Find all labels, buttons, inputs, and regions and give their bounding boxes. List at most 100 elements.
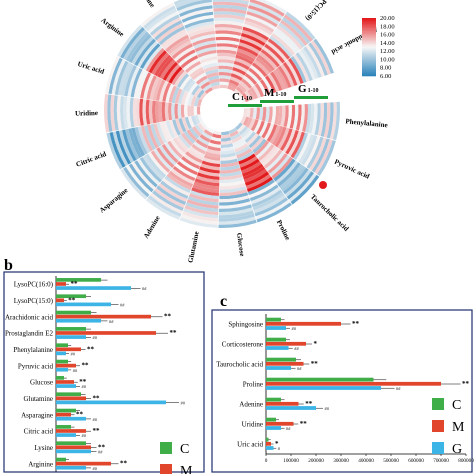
heatmap-cell: [159, 121, 170, 143]
heatmap-cell: [310, 40, 331, 75]
heatmap-cell: [147, 195, 182, 217]
colorbar-step: [362, 20, 376, 23]
bar-c: [266, 317, 281, 322]
heatmap-cell: [183, 153, 202, 167]
heatmap-cell: [182, 57, 200, 71]
heatmap-cell: [249, 184, 279, 202]
heatmap-cell: [198, 169, 220, 177]
bar-c: [266, 397, 281, 402]
heatmap-cell: [220, 158, 238, 165]
heatmap-cell: [198, 78, 209, 88]
heatmap-cell: [181, 117, 190, 131]
category-label: Sphingosine: [228, 321, 263, 329]
heatmap-cell: [158, 25, 185, 46]
heatmap-cell: [213, 14, 246, 21]
significance-marker: ##: [286, 426, 291, 431]
heatmap-cell: [167, 37, 191, 55]
bar-m: [56, 396, 86, 401]
heatmap-cell: [274, 27, 301, 52]
heatmap-cell: [175, 0, 204, 9]
significance-marker: **: [170, 329, 178, 337]
bar-m: [56, 298, 64, 303]
heatmap-cell: [137, 126, 151, 154]
heatmap-cell: [125, 31, 150, 62]
bar-m: [266, 421, 294, 426]
bar-g: [266, 326, 286, 330]
heatmap-cell: [127, 66, 140, 97]
heatmap-cell: [193, 181, 220, 190]
heatmap-cell: [254, 83, 265, 97]
heatmap-cell: [165, 120, 176, 139]
heatmap-cell: [250, 119, 259, 132]
heatmap-cell: [167, 140, 183, 159]
heatmap-cell: [152, 100, 157, 124]
heatmap-cell: [196, 89, 205, 99]
heatmap-cell: [142, 155, 164, 181]
bar-c: [56, 343, 68, 348]
heatmap-cell: [242, 116, 250, 126]
heatmap-cell: [255, 57, 273, 74]
significance-marker: **: [93, 394, 101, 402]
heatmap-cell: [323, 102, 331, 138]
heatmap-cell: [256, 202, 292, 223]
heatmap-cell: [248, 135, 262, 149]
heatmap-cell: [212, 0, 249, 5]
heatmap-cell: [170, 168, 195, 185]
heatmap-cell: [217, 62, 234, 67]
heatmap-cell: [136, 158, 160, 186]
colorbar-step: [362, 31, 376, 33]
heatmap-cell: [237, 124, 246, 133]
metabolite-label: Ornithine: [133, 0, 156, 9]
heatmap-cell: [181, 132, 194, 147]
heatmap-cell: [254, 197, 289, 217]
heatmap-cell: [218, 210, 254, 219]
heatmap-cell: [243, 166, 266, 180]
heatmap-cell: [287, 57, 304, 84]
heatmap-cell: [277, 162, 301, 187]
heatmap-cell: [156, 147, 175, 169]
heatmap-cell: [202, 62, 218, 70]
heatmap-cell: [191, 187, 219, 196]
heatmap-cell: [246, 70, 260, 83]
heatmap-cell: [244, 20, 273, 36]
heatmap-cell: [243, 23, 271, 38]
heatmap-cell: [182, 77, 194, 92]
heatmap-cell: [176, 49, 196, 64]
heatmap-cell: [252, 85, 262, 99]
heatmap-cell: [257, 54, 275, 72]
heatmap-cell: [248, 1, 284, 20]
heatmap-cell: [221, 134, 231, 139]
heatmap-cell: [281, 165, 307, 192]
heatmap-cell: [219, 179, 245, 187]
heatmap-cell: [187, 116, 195, 128]
heatmap-cell: [143, 5, 176, 29]
bar-m: [266, 441, 271, 446]
significance-marker: ##: [98, 449, 103, 454]
heatmap-cell: [145, 47, 165, 72]
heatmap-cell: [201, 160, 221, 168]
category-label: Glutamine: [23, 395, 53, 403]
significance-marker: **: [82, 362, 90, 370]
heatmap-cell: [241, 161, 262, 174]
colorbar-step: [362, 48, 376, 51]
heatmap-cell: [246, 11, 278, 28]
bar-c: [56, 359, 68, 364]
heatmap-cell: [175, 135, 189, 152]
heatmap-cell: [143, 73, 154, 100]
heatmap-cell: [184, 205, 219, 216]
highlight-dot: [319, 181, 327, 189]
heatmap-cell: [128, 33, 152, 63]
heatmap-cell: [242, 129, 254, 141]
category-label: Corticosterone: [222, 341, 263, 349]
heatmap-cell: [159, 81, 169, 102]
heatmap-cell: [164, 175, 191, 194]
heatmap-cell: [258, 121, 268, 137]
x-tick-label: 600000: [408, 458, 424, 464]
heatmap-cell: [214, 23, 243, 30]
bar-g: [266, 426, 281, 430]
heatmap-cell: [242, 92, 249, 103]
heatmap-cell: [290, 56, 307, 83]
colorbar-step: [362, 18, 376, 20]
heatmap-cell: [119, 96, 126, 130]
heatmap-cell: [190, 95, 197, 106]
